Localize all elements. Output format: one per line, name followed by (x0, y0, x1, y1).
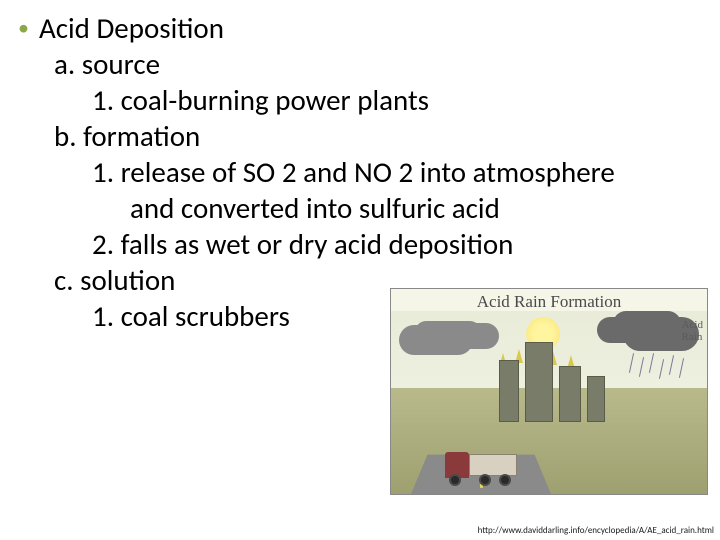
truck-body-icon (469, 454, 517, 476)
rain-lines-icon (627, 353, 691, 393)
outline-b-1: 1. release of SO 2 and NO 2 into atmosph… (0, 154, 720, 190)
building-icon (499, 360, 519, 422)
slide-body: • Acid Deposition a. source 1. coal-burn… (0, 0, 720, 540)
figure-acid-rain: Acid Rain Formation AcidRain SO₂ NOₓ (390, 288, 708, 495)
outline-a: a. source (0, 46, 720, 82)
building-icon (587, 376, 605, 422)
bullet-row-title: • Acid Deposition (0, 10, 720, 46)
wheel-icon (479, 474, 491, 486)
outline-a-1: 1. coal-burning power plants (0, 82, 720, 118)
building-icon (559, 366, 581, 422)
figure-title: Acid Rain Formation (477, 292, 621, 312)
building-icon (525, 342, 553, 422)
outline-b: b. formation (0, 118, 720, 154)
wheel-icon (499, 474, 511, 486)
outline-b-2: 2. falls as wet or dry acid deposition (0, 226, 720, 262)
truck-icon (445, 444, 519, 486)
wheel-icon (449, 474, 461, 486)
citation-text: http://www.daviddarling.info/encyclopedi… (478, 525, 714, 536)
cloud-left-icon (399, 325, 473, 355)
outline-b-1-cont: and converted into sulfuric acid (0, 190, 720, 226)
bullet-icon: • (18, 10, 29, 46)
acid-rain-label: AcidRain (682, 319, 703, 343)
main-title: Acid Deposition (39, 10, 224, 46)
